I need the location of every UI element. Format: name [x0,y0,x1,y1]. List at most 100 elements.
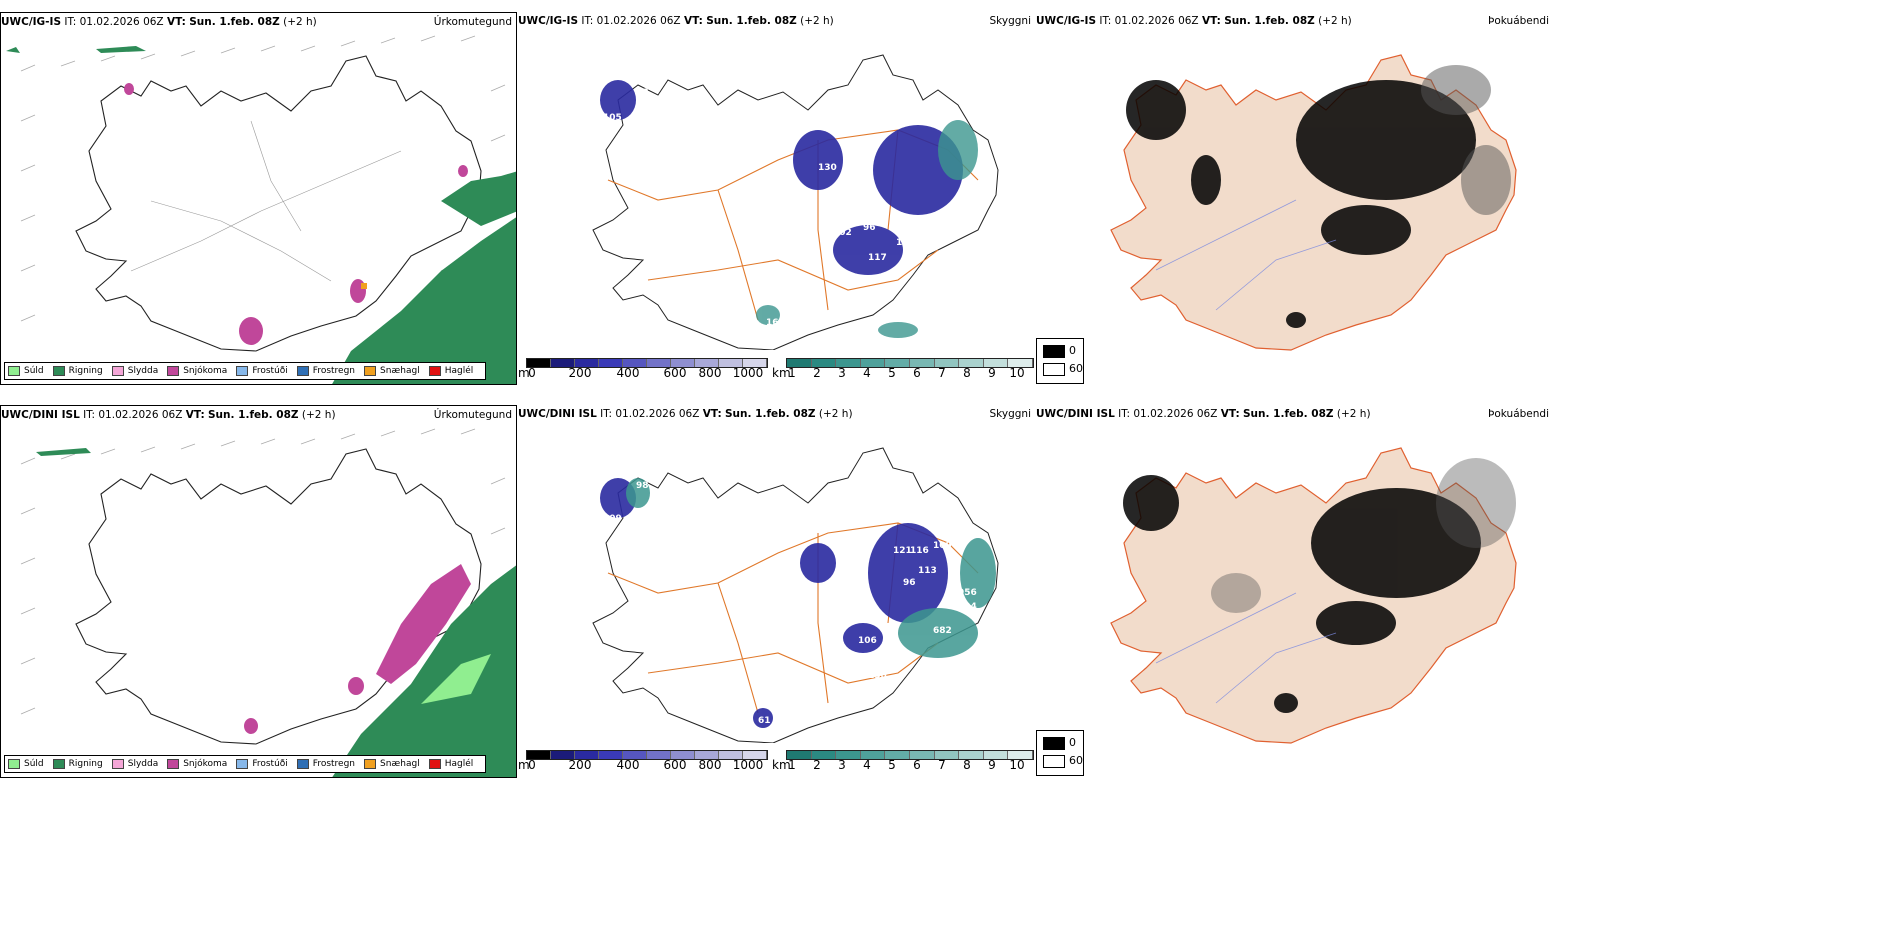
legend-label: Súld [24,366,44,376]
precip-legend: Súld Rigning Slydda Snjókoma Frostúði Fr… [4,755,487,773]
panel-title: Úrkomutegund [433,16,512,28]
colorbar-tick: 0 [528,758,536,772]
legend-item: Frostregn [296,366,356,376]
panel-title: Þokuábendi [1488,15,1549,27]
colorbar-tick: 4 [863,366,871,380]
panel-title: Þokuábendi [1488,408,1549,420]
fog-swatch-white [1043,363,1065,376]
cloud-label: 116 [910,546,929,556]
panel-title: Skyggni [989,408,1032,420]
colorbar-tick: 200 [568,366,592,380]
colorbar-tick: 600 [663,366,687,380]
colorbar-tick: 400 [616,758,640,772]
colorbar-tick: 8 [963,366,971,380]
model-name: UWC/IG-IS [1036,15,1097,27]
colorbar-tick: 9 [988,758,996,772]
fog-swatch-white [1043,755,1065,768]
legend-item: Frostúði [236,366,288,376]
vt-value: Sun. 1.feb. 08Z [208,409,299,421]
cloud-label: 80 [913,226,926,236]
cloud-label: 16 [766,318,779,328]
legend-label: Frostúði [252,366,288,376]
colorbar-tick: 7 [938,366,946,380]
lead-time: (+2 h) [301,409,336,421]
legend-label: Snæhagl [380,366,420,376]
vt-label: VT: [1201,15,1221,27]
fog-label: 0 [1069,344,1076,357]
lead-time: (+2 h) [1318,15,1352,27]
fog-map [1110,447,1517,744]
it-label: IT: [64,16,77,28]
vt-value: Sun. 1.feb. 08Z [706,15,797,27]
legend-label: Haglél [444,759,474,769]
lead-time: (+2 h) [800,15,834,27]
cloud-label: 956 [958,588,977,598]
it-value: 01.02.2026 06Z [1133,408,1218,420]
fog-panel-bottom: UWC/DINI ISL IT: 01.02.2026 06Z VT: Sun.… [1036,405,1553,778]
legend-label: Slydda [127,759,159,769]
legend-swatch [296,759,309,769]
vt-label: VT: [185,409,205,421]
cloud-label: 98 [636,481,649,491]
lead-time: (+2 h) [283,16,317,28]
legend-label: Rigning [68,759,103,769]
colorbar-unit: km [772,366,791,380]
legend-item: Frostúði [236,759,288,769]
legend-item: Snjókoma [167,366,227,376]
legend-swatch [428,366,441,376]
cloud-label: 98 [636,88,649,98]
colorbar-unit: m [518,366,530,380]
vt-value: Sun. 1.feb. 08Z [1224,15,1315,27]
cloud-label: 61 [758,716,771,726]
legend-swatch [111,759,124,769]
legend-swatch [111,366,124,376]
colorbar-tick: 5 [888,366,896,380]
precip-type-panel-top: UWC/IG-IS IT: 01.02.2026 06Z VT: Sun. 1.… [0,12,517,385]
cloud-label: 182 [663,556,682,566]
it-value: 01.02.2026 06Z [1114,15,1199,27]
legend-label: Frostregn [312,366,356,376]
vt-value: Sun. 1.feb. 08Z [725,408,816,420]
panel-header: UWC/IG-IS IT: 01.02.2026 06Z VT: Sun. 1.… [1,14,516,30]
legend-swatch [8,759,20,769]
colorbar-tick: 6 [913,366,921,380]
cloud-label: 130 [818,163,837,173]
colorbar-tick: 4 [863,758,871,772]
cloud-label: 96 [903,578,916,588]
legend-item: Snæhagl [364,759,420,769]
colorbar-unit: km [772,758,791,772]
colorbar-tick: 10 [1009,758,1025,772]
legend-swatch [167,366,180,376]
colorbar-tick: 1 [788,758,796,772]
legend-swatch [428,759,441,769]
vt-value: Sun. 1.feb. 08Z [189,16,280,28]
legend-item: Súld [8,366,44,376]
colorbar-tick: 3 [838,758,846,772]
cloud-label: 96 [863,223,876,233]
legend-swatch [167,759,180,769]
cloud-label: 109 [848,191,867,201]
legend-label: Frostúði [252,759,288,769]
cloud-label: 113 [918,566,937,576]
visibility-bar [786,358,1034,368]
cloud-panel-top: UWC/IG-IS IT: 01.02.2026 06Z VT: Sun. 1.… [518,12,1035,385]
legend-label: Súld [24,759,44,769]
model-name: UWC/IG-IS [518,15,579,27]
cloudbase-bar [526,358,768,368]
colorbar-tick: 10 [1009,366,1025,380]
cloud-label: 121 [893,546,912,556]
visibility-colorbar-bottom: km 1 2 3 4 5 6 7 8 9 10 [772,750,1034,772]
it-value: 01.02.2026 06Z [79,16,164,28]
panel-header: UWC/DINI ISL IT: 01.02.2026 06Z VT: Sun.… [1,407,516,423]
fog-legend-bottom: 0 60 [1036,730,1084,776]
model-name: UWC/IG-IS [1,16,62,28]
model-name: UWC/DINI ISL [1036,408,1115,420]
colorbar-unit: m [518,758,530,772]
cloud-panel-bottom: UWC/DINI ISL IT: 01.02.2026 06Z VT: Sun.… [518,405,1035,778]
panel-title: Skyggni [989,15,1032,27]
model-name: UWC/DINI ISL [518,408,597,420]
it-value: 01.02.2026 06Z [596,15,681,27]
cloud-label: 35 [638,546,651,556]
cloud-label: 102 [833,228,852,238]
legend-label: Slydda [127,366,159,376]
